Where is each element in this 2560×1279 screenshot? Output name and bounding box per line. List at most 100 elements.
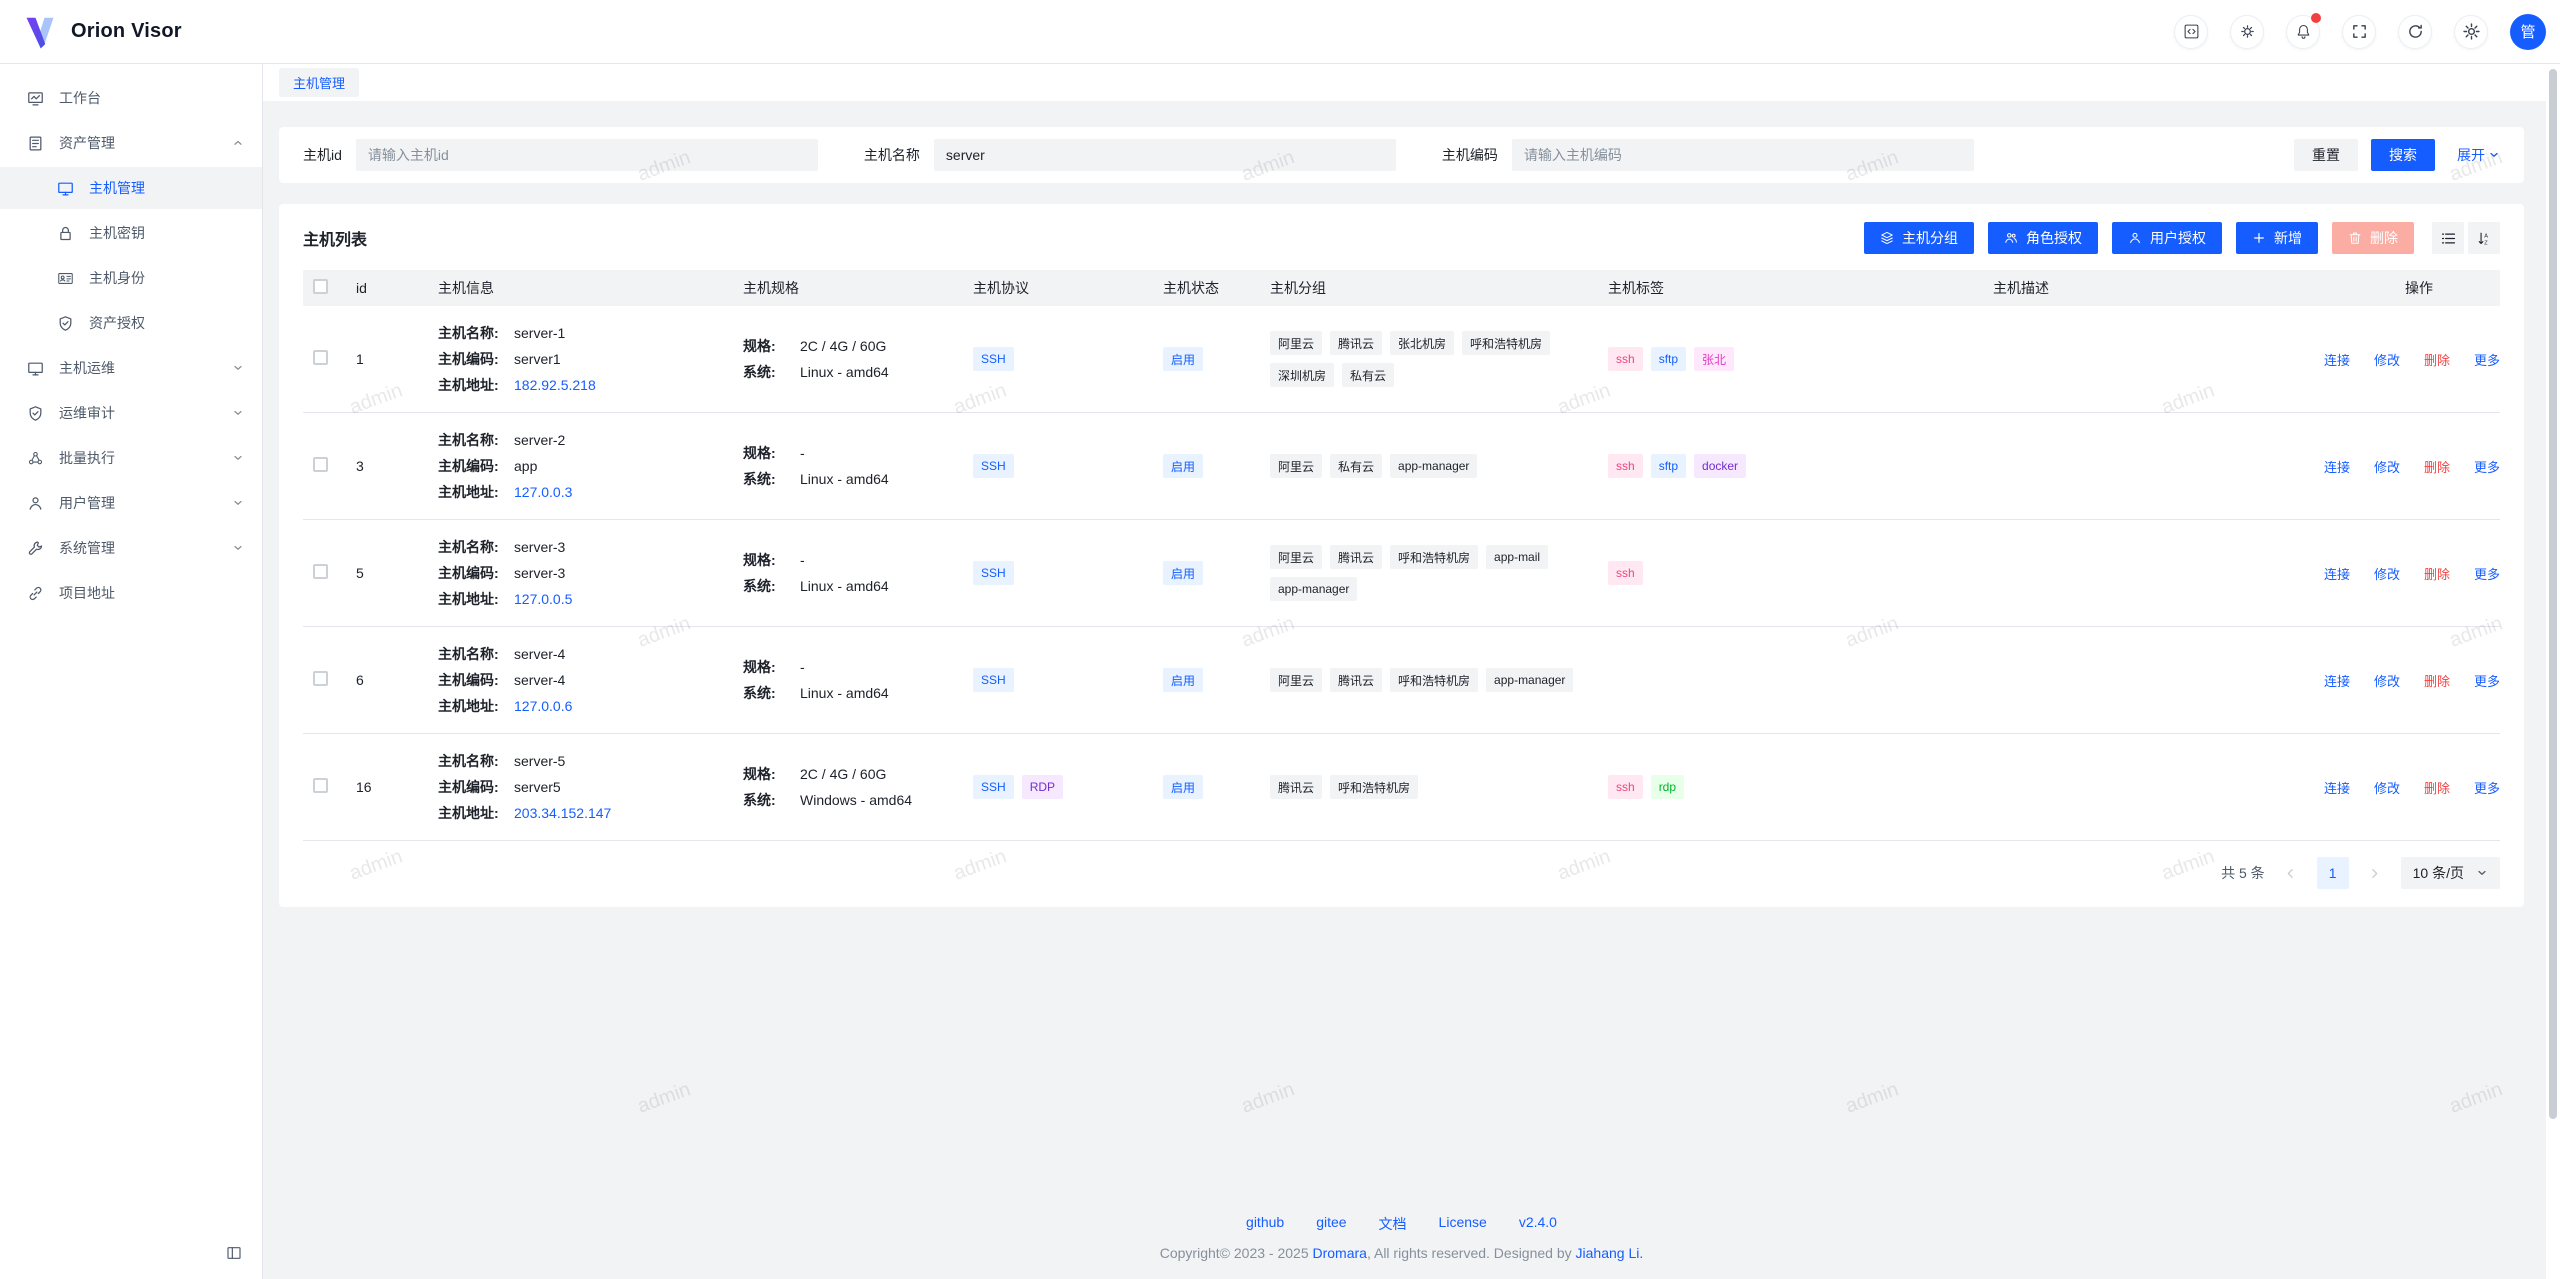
more-link[interactable]: 更多	[2473, 780, 2500, 796]
scrollbar[interactable]	[2546, 64, 2560, 1279]
settings-icon[interactable]	[2454, 14, 2488, 49]
sidebar-item-ops-audit[interactable]: 运维审计	[0, 392, 262, 434]
sidebar-item-project-url[interactable]: 项目地址	[0, 572, 262, 614]
more-link[interactable]: 更多	[2473, 566, 2500, 582]
sidebar-item-host-key[interactable]: 主机密钥	[0, 212, 262, 254]
docs-link[interactable]: 文档	[1378, 1216, 1407, 1232]
connect-link[interactable]: 连接	[2323, 352, 2350, 368]
page-number-1[interactable]: 1	[2316, 857, 2349, 889]
select-all-checkbox[interactable]	[313, 279, 328, 294]
connect-link[interactable]: 连接	[2323, 566, 2350, 582]
page-size-select[interactable]: 10 条/页	[2400, 857, 2500, 889]
topbar: Orion Visor 管	[0, 0, 2560, 64]
host-address-link[interactable]: 127.0.0.3	[514, 484, 573, 500]
row-select	[303, 671, 348, 689]
host-id: 1	[356, 351, 364, 367]
group-tag: 腾讯云	[1330, 331, 1383, 355]
host-spec: 规格: 2C / 4G / 60G 系统: Linux - amd64	[735, 333, 965, 385]
connect-link[interactable]: 连接	[2323, 780, 2350, 796]
more-link[interactable]: 更多	[2473, 673, 2500, 689]
role-grant-icon	[2004, 231, 2018, 245]
search-button[interactable]: 搜索	[2371, 139, 2435, 171]
fullscreen-icon[interactable]	[2342, 14, 2376, 49]
host-group-button[interactable]: 主机分组	[1864, 222, 1974, 254]
row-checkbox[interactable]	[313, 350, 328, 365]
delete-link[interactable]: 删除	[2423, 352, 2450, 368]
sidebar-item-user-management[interactable]: 用户管理	[0, 482, 262, 524]
role-grant-button[interactable]: 角色授权	[1988, 222, 2098, 254]
sidebar-item-host-management[interactable]: 主机管理	[0, 167, 262, 209]
chevron-down-icon	[232, 362, 244, 374]
edit-link[interactable]: 修改	[2373, 566, 2400, 582]
edit-link[interactable]: 修改	[2373, 352, 2400, 368]
table-row: 5 主机名称: server-3 主机编码: server-3 主机地址: 127.0.0.…	[303, 520, 2500, 627]
edit-link[interactable]: 修改	[2373, 780, 2400, 796]
add-button[interactable]: 新增	[2236, 222, 2318, 254]
sidebar-collapse-icon[interactable]	[220, 1239, 248, 1267]
sidebar-item-host-ops[interactable]: 主机运维	[0, 347, 262, 389]
license-link[interactable]: License	[1438, 1214, 1487, 1230]
code-icon[interactable]	[2174, 14, 2208, 49]
sidebar-item-system-management[interactable]: 系统管理	[0, 527, 262, 569]
scrollbar-thumb[interactable]	[2549, 69, 2557, 1119]
shield-icon	[57, 315, 74, 332]
delete-link[interactable]: 删除	[2423, 673, 2450, 689]
sidebar-item-workbench[interactable]: 工作台	[0, 77, 262, 119]
host-id-input[interactable]	[355, 139, 818, 171]
host-status: 启用	[1155, 454, 1262, 478]
avatar[interactable]: 管	[2510, 13, 2546, 50]
row-checkbox[interactable]	[313, 564, 328, 579]
more-link[interactable]: 更多	[2473, 352, 2500, 368]
host-address-link[interactable]: 127.0.0.6	[514, 698, 573, 714]
sidebar-item-host-identity[interactable]: 主机身份	[0, 257, 262, 299]
connect-link[interactable]: 连接	[2323, 459, 2350, 475]
sidebar-item-label: 系统管理	[59, 540, 115, 556]
refresh-icon[interactable]	[2398, 14, 2432, 49]
connect-link[interactable]: 连接	[2323, 673, 2350, 689]
delete-button[interactable]: 删除	[2332, 222, 2414, 254]
host-address-link[interactable]: 203.34.152.147	[514, 805, 612, 821]
host-tags: ssh rdp	[1600, 775, 1985, 799]
row-select	[303, 350, 348, 368]
notification-icon[interactable]	[2286, 12, 2321, 49]
delete-link[interactable]: 删除	[2423, 566, 2450, 582]
github-link[interactable]: github	[1246, 1214, 1285, 1230]
delete-link[interactable]: 删除	[2423, 459, 2450, 475]
theme-icon[interactable]	[2230, 14, 2264, 49]
host-protocols: SSH	[965, 454, 1155, 478]
reset-button[interactable]: 重置	[2294, 139, 2358, 171]
sidebar-item-asset-management[interactable]: 资产管理	[0, 122, 262, 164]
host-code-input[interactable]	[1511, 139, 1974, 171]
host-info: 主机名称: server-1 主机编码: server1 主机地址: 182.92.5.2…	[430, 320, 735, 398]
breadcrumb-tab-host-management[interactable]: 主机管理	[279, 68, 360, 97]
next-page-button[interactable]	[2361, 859, 2389, 887]
status-badge: 启用	[1163, 561, 1204, 585]
row-checkbox[interactable]	[313, 671, 328, 686]
copyright-link[interactable]: Dromara	[1312, 1245, 1367, 1261]
user-grant-button[interactable]: 用户授权	[2112, 222, 2222, 254]
gitee-link[interactable]: gitee	[1316, 1214, 1347, 1230]
version-link[interactable]: v2.4.0	[1518, 1214, 1557, 1230]
row-actions: 连接 修改 删除 更多	[2285, 778, 2500, 797]
edit-link[interactable]: 修改	[2373, 673, 2400, 689]
row-checkbox[interactable]	[313, 457, 328, 472]
delete-link[interactable]: 删除	[2423, 780, 2450, 796]
host-tag: sftp	[1650, 454, 1687, 478]
host-address-link[interactable]: 182.92.5.218	[514, 377, 596, 393]
expand-toggle[interactable]: 展开	[2457, 145, 2500, 165]
edit-link[interactable]: 修改	[2373, 459, 2400, 475]
host-protocols: SSH	[965, 668, 1155, 692]
column-setting-button[interactable]	[2432, 222, 2464, 254]
host-address-link[interactable]: 127.0.0.5	[514, 591, 573, 607]
sidebar-item-asset-grant[interactable]: 资产授权	[0, 302, 262, 344]
column-header: 主机规格	[743, 280, 799, 296]
host-info: 主机名称: server-4 主机编码: server-4 主机地址: 127.0.0.6	[430, 641, 735, 719]
row-checkbox[interactable]	[313, 778, 328, 793]
sidebar-item-batch-exec[interactable]: 批量执行	[0, 437, 262, 479]
host-protocols: SSH	[965, 347, 1155, 371]
more-link[interactable]: 更多	[2473, 459, 2500, 475]
copyright-link[interactable]: Jiahang Li.	[1575, 1245, 1644, 1261]
prev-page-button[interactable]	[2277, 859, 2305, 887]
host-name-input[interactable]	[933, 139, 1396, 171]
